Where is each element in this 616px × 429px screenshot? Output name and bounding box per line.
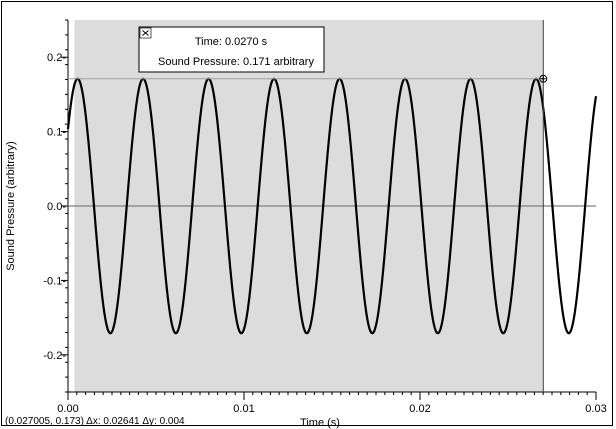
cursor-crosshair-icon	[540, 76, 546, 82]
x-tick-label: 0.03	[585, 403, 606, 415]
close-icon[interactable]	[139, 27, 152, 39]
cursor-marker[interactable]	[539, 74, 548, 83]
y-tick-label: -0.2-	[43, 350, 66, 362]
readout-box	[138, 26, 325, 73]
y-tick-label: 0.1-	[47, 127, 66, 139]
x-tick-label: 0.00	[57, 403, 78, 415]
y-tick-label: 0.0-	[47, 201, 66, 213]
status-readout: (0.027005, 0.173) Δx: 0.02641 Δy: 0.004	[5, 416, 185, 427]
readout-time: Time: 0.0270 s	[195, 36, 268, 48]
x-tick-label: 0.02	[409, 403, 430, 415]
readout-pressure: Sound Pressure: 0.171 arbitrary	[158, 56, 314, 68]
x-axis-title: Time (s)	[300, 417, 340, 429]
sound-pressure-series	[66, 77, 598, 335]
y-tick-label: -0.1-	[43, 275, 66, 287]
x-tick-label: 0.01	[233, 403, 254, 415]
y-tick-label: 0.2-	[47, 52, 66, 64]
y-axis-title: Sound Pressure (arbitrary)	[5, 141, 17, 271]
